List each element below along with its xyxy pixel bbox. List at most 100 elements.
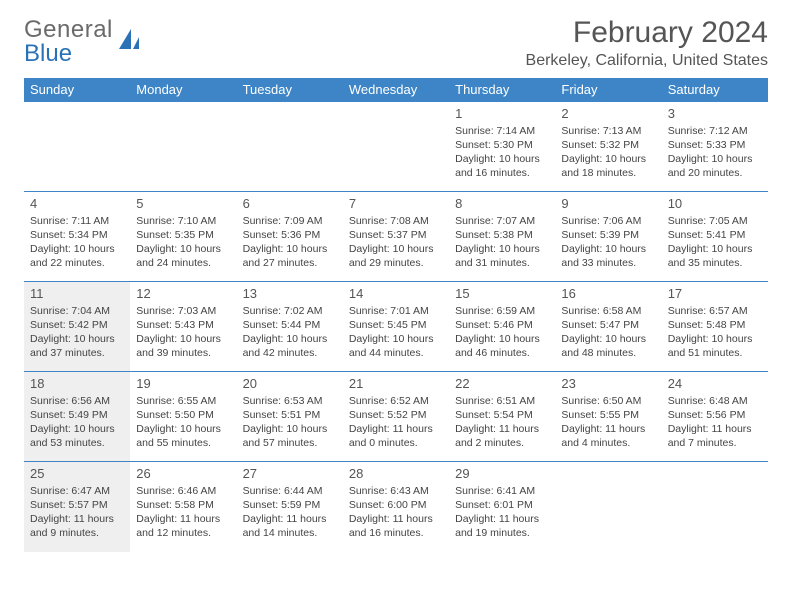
daylight-text: Daylight: 10 hours and 44 minutes. [349, 332, 443, 360]
calendar-day-cell: 4Sunrise: 7:11 AMSunset: 5:34 PMDaylight… [24, 192, 130, 282]
sunrise-text: Sunrise: 6:52 AM [349, 394, 443, 408]
sunset-text: Sunset: 5:33 PM [668, 138, 762, 152]
daylight-text: Daylight: 10 hours and 57 minutes. [243, 422, 337, 450]
calendar-day-cell: 25Sunrise: 6:47 AMSunset: 5:57 PMDayligh… [24, 462, 130, 552]
day-number: 6 [243, 195, 337, 213]
daylight-text: Daylight: 11 hours and 19 minutes. [455, 512, 549, 540]
calendar-day-cell: 20Sunrise: 6:53 AMSunset: 5:51 PMDayligh… [237, 372, 343, 462]
calendar-day-cell: 1Sunrise: 7:14 AMSunset: 5:30 PMDaylight… [449, 102, 555, 192]
calendar-day-cell: 24Sunrise: 6:48 AMSunset: 5:56 PMDayligh… [662, 372, 768, 462]
sunset-text: Sunset: 5:46 PM [455, 318, 549, 332]
day-number: 22 [455, 375, 549, 393]
sunrise-text: Sunrise: 6:47 AM [30, 484, 124, 498]
sunrise-text: Sunrise: 7:08 AM [349, 214, 443, 228]
calendar-day-cell: 2Sunrise: 7:13 AMSunset: 5:32 PMDaylight… [555, 102, 661, 192]
day-header: Friday [555, 78, 661, 102]
daylight-text: Daylight: 11 hours and 2 minutes. [455, 422, 549, 450]
daylight-text: Daylight: 11 hours and 16 minutes. [349, 512, 443, 540]
daylight-text: Daylight: 11 hours and 0 minutes. [349, 422, 443, 450]
sunrise-text: Sunrise: 6:51 AM [455, 394, 549, 408]
sunrise-text: Sunrise: 7:07 AM [455, 214, 549, 228]
daylight-text: Daylight: 10 hours and 24 minutes. [136, 242, 230, 270]
sunset-text: Sunset: 5:45 PM [349, 318, 443, 332]
logo: General Blue [24, 16, 143, 68]
sunrise-text: Sunrise: 6:58 AM [561, 304, 655, 318]
sunrise-text: Sunrise: 7:02 AM [243, 304, 337, 318]
day-number: 4 [30, 195, 124, 213]
daylight-text: Daylight: 10 hours and 48 minutes. [561, 332, 655, 360]
sunset-text: Sunset: 5:51 PM [243, 408, 337, 422]
location: Berkeley, California, United States [526, 52, 768, 70]
sunset-text: Sunset: 5:39 PM [561, 228, 655, 242]
daylight-text: Daylight: 10 hours and 31 minutes. [455, 242, 549, 270]
sunrise-text: Sunrise: 6:50 AM [561, 394, 655, 408]
daylight-text: Daylight: 10 hours and 20 minutes. [668, 152, 762, 180]
calendar-day-cell [343, 102, 449, 192]
sunset-text: Sunset: 5:36 PM [243, 228, 337, 242]
daylight-text: Daylight: 11 hours and 7 minutes. [668, 422, 762, 450]
calendar-day-cell: 13Sunrise: 7:02 AMSunset: 5:44 PMDayligh… [237, 282, 343, 372]
sunset-text: Sunset: 5:32 PM [561, 138, 655, 152]
calendar-day-cell: 18Sunrise: 6:56 AMSunset: 5:49 PMDayligh… [24, 372, 130, 462]
daylight-text: Daylight: 10 hours and 29 minutes. [349, 242, 443, 270]
calendar-day-cell: 11Sunrise: 7:04 AMSunset: 5:42 PMDayligh… [24, 282, 130, 372]
calendar-day-cell: 3Sunrise: 7:12 AMSunset: 5:33 PMDaylight… [662, 102, 768, 192]
calendar-day-cell: 5Sunrise: 7:10 AMSunset: 5:35 PMDaylight… [130, 192, 236, 282]
daylight-text: Daylight: 10 hours and 37 minutes. [30, 332, 124, 360]
sunrise-text: Sunrise: 7:03 AM [136, 304, 230, 318]
sunrise-text: Sunrise: 7:01 AM [349, 304, 443, 318]
calendar-day-cell: 19Sunrise: 6:55 AMSunset: 5:50 PMDayligh… [130, 372, 236, 462]
calendar-header-row: SundayMondayTuesdayWednesdayThursdayFrid… [24, 78, 768, 102]
sunrise-text: Sunrise: 7:04 AM [30, 304, 124, 318]
sunset-text: Sunset: 5:49 PM [30, 408, 124, 422]
day-number: 25 [30, 465, 124, 483]
calendar-day-cell [24, 102, 130, 192]
day-number: 8 [455, 195, 549, 213]
daylight-text: Daylight: 10 hours and 55 minutes. [136, 422, 230, 450]
calendar-week-row: 18Sunrise: 6:56 AMSunset: 5:49 PMDayligh… [24, 372, 768, 462]
day-header: Thursday [449, 78, 555, 102]
day-number: 28 [349, 465, 443, 483]
sunrise-text: Sunrise: 7:09 AM [243, 214, 337, 228]
day-number: 19 [136, 375, 230, 393]
sunset-text: Sunset: 5:56 PM [668, 408, 762, 422]
sunset-text: Sunset: 5:41 PM [668, 228, 762, 242]
day-number: 26 [136, 465, 230, 483]
calendar-week-row: 1Sunrise: 7:14 AMSunset: 5:30 PMDaylight… [24, 102, 768, 192]
calendar-day-cell: 10Sunrise: 7:05 AMSunset: 5:41 PMDayligh… [662, 192, 768, 282]
sunset-text: Sunset: 5:34 PM [30, 228, 124, 242]
sunset-text: Sunset: 5:52 PM [349, 408, 443, 422]
sunset-text: Sunset: 5:35 PM [136, 228, 230, 242]
calendar-day-cell: 17Sunrise: 6:57 AMSunset: 5:48 PMDayligh… [662, 282, 768, 372]
sunset-text: Sunset: 5:54 PM [455, 408, 549, 422]
day-number: 27 [243, 465, 337, 483]
day-header: Sunday [24, 78, 130, 102]
daylight-text: Daylight: 10 hours and 42 minutes. [243, 332, 337, 360]
daylight-text: Daylight: 11 hours and 12 minutes. [136, 512, 230, 540]
sunrise-text: Sunrise: 6:55 AM [136, 394, 230, 408]
title-block: February 2024 Berkeley, California, Unit… [526, 16, 768, 70]
sunset-text: Sunset: 6:00 PM [349, 498, 443, 512]
daylight-text: Daylight: 10 hours and 16 minutes. [455, 152, 549, 180]
calendar-day-cell: 9Sunrise: 7:06 AMSunset: 5:39 PMDaylight… [555, 192, 661, 282]
calendar-day-cell: 29Sunrise: 6:41 AMSunset: 6:01 PMDayligh… [449, 462, 555, 552]
sunset-text: Sunset: 5:48 PM [668, 318, 762, 332]
header: General Blue February 2024 Berkeley, Cal… [24, 16, 768, 70]
daylight-text: Daylight: 10 hours and 51 minutes. [668, 332, 762, 360]
day-number: 13 [243, 285, 337, 303]
sunrise-text: Sunrise: 7:14 AM [455, 124, 549, 138]
calendar-day-cell [662, 462, 768, 552]
calendar-week-row: 11Sunrise: 7:04 AMSunset: 5:42 PMDayligh… [24, 282, 768, 372]
calendar-day-cell [130, 102, 236, 192]
daylight-text: Daylight: 11 hours and 14 minutes. [243, 512, 337, 540]
sunset-text: Sunset: 5:50 PM [136, 408, 230, 422]
day-number: 11 [30, 285, 124, 303]
sunrise-text: Sunrise: 6:43 AM [349, 484, 443, 498]
sunrise-text: Sunrise: 7:11 AM [30, 214, 124, 228]
calendar-day-cell: 23Sunrise: 6:50 AMSunset: 5:55 PMDayligh… [555, 372, 661, 462]
sunrise-text: Sunrise: 6:57 AM [668, 304, 762, 318]
daylight-text: Daylight: 10 hours and 27 minutes. [243, 242, 337, 270]
sunrise-text: Sunrise: 7:06 AM [561, 214, 655, 228]
day-number: 29 [455, 465, 549, 483]
day-number: 9 [561, 195, 655, 213]
